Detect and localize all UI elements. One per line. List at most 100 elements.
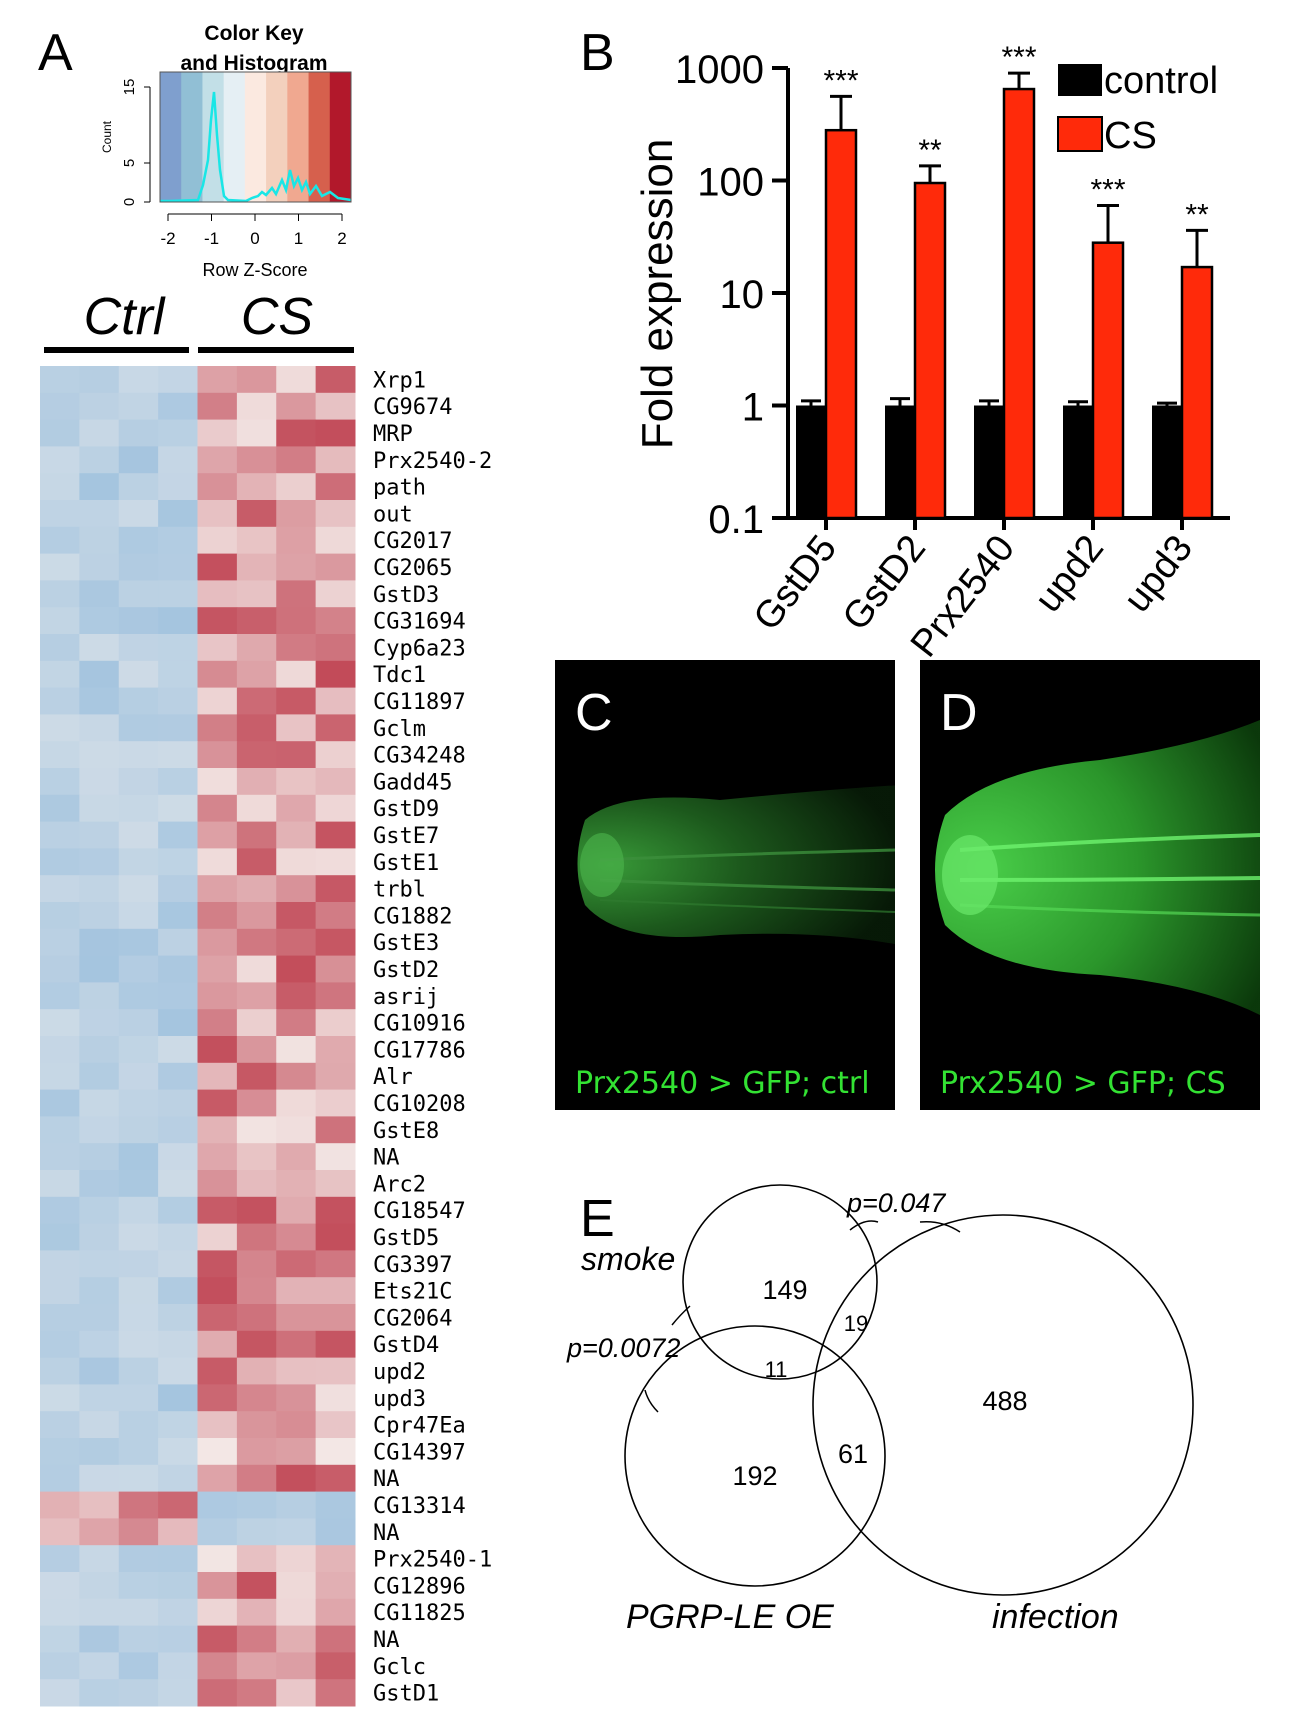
heatmap-cell — [276, 446, 317, 474]
heatmap-cell — [40, 1062, 80, 1091]
heatmap-cell — [315, 955, 356, 983]
heatmap-cell — [118, 1652, 159, 1680]
heatmap-cell — [236, 500, 277, 528]
heatmap-cell — [79, 794, 120, 823]
venn-set-label-smoke: smoke — [581, 1241, 675, 1277]
gene-label: CG2017 — [373, 529, 452, 554]
panel-d-letter: D — [940, 684, 978, 742]
heatmap-cell — [158, 714, 198, 742]
heatmap-cell — [197, 607, 238, 635]
heatmap-cell — [118, 580, 159, 608]
heatmap-cell — [197, 1196, 238, 1225]
heatmap-cell — [197, 1679, 238, 1707]
heatmap-cell — [118, 419, 159, 447]
gene-labels: Xrp1CG9674MRPPrx2540-2pathoutCG2017CG206… — [373, 368, 492, 1706]
heatmap-cell — [315, 1464, 356, 1493]
heatmap-cell — [79, 1143, 120, 1171]
heatmap-cell — [276, 1036, 317, 1064]
heatmap-cell — [40, 1625, 80, 1653]
heatmap-cell — [276, 1464, 317, 1493]
heatmap-cell — [79, 660, 120, 689]
heatmap-cell — [236, 821, 277, 849]
heatmap-cell — [315, 1116, 356, 1144]
heatmap-cell — [79, 1491, 120, 1519]
venn-count-smoke-only: 149 — [762, 1275, 807, 1305]
heatmap-cell — [236, 848, 277, 876]
heatmap-cell — [118, 1223, 159, 1251]
heatmap-cell — [197, 392, 238, 421]
heatmap-cell — [197, 580, 238, 608]
heatmap-cell — [315, 1009, 356, 1037]
heatmap-cell — [40, 848, 80, 876]
heatmap-cell — [79, 1652, 120, 1680]
heatmap-cell — [315, 1223, 356, 1251]
heatmap-cell — [197, 1518, 238, 1546]
heatmap-cell — [315, 1518, 356, 1546]
heatmap-cell — [315, 1411, 356, 1439]
heatmap-cell — [40, 794, 80, 823]
gene-label: GstD4 — [373, 1333, 439, 1358]
heatmap-cell — [315, 1062, 356, 1091]
heatmap-cell — [118, 928, 159, 957]
heatmap-cell — [276, 1196, 317, 1225]
heatmap-cell — [236, 1625, 277, 1653]
heatmap-cell — [158, 821, 198, 849]
heatmap-cell — [236, 366, 277, 394]
heatmap-cell — [79, 768, 120, 796]
heatmap-cell — [79, 446, 120, 474]
heatmap-cell — [158, 580, 198, 608]
heatmap-cell — [40, 660, 80, 689]
heatmap-cell — [315, 687, 356, 715]
gene-label: upd2 — [373, 1360, 426, 1385]
heatmap-cell — [276, 687, 317, 715]
color-key-frame — [159, 71, 352, 203]
heatmap-cell — [118, 1036, 159, 1064]
color-key-band — [266, 72, 288, 202]
heatmap-cell — [236, 473, 277, 501]
heatmap-cell — [158, 1062, 198, 1091]
heatmap-cell — [315, 446, 356, 474]
gene-label: CG17786 — [373, 1038, 466, 1063]
heatmap-cell — [158, 500, 198, 528]
heatmap-cell — [158, 955, 198, 983]
heatmap-cell — [79, 821, 120, 849]
color-key-band — [329, 72, 352, 202]
heatmap-cell — [118, 1598, 159, 1627]
heatmap-cell — [40, 1036, 80, 1064]
heatmap-cell — [276, 1116, 317, 1144]
heatmap-cell — [158, 1545, 198, 1573]
gene-label: CG3397 — [373, 1253, 452, 1278]
heatmap-cell — [40, 526, 80, 555]
heatmap-cell — [40, 1491, 80, 1519]
heatmap-cell — [118, 1196, 159, 1225]
heatmap-cell — [79, 419, 120, 447]
heatmap-cell — [40, 1411, 80, 1439]
heatmap-cell — [236, 1411, 277, 1439]
heatmap-cell — [236, 1223, 277, 1251]
heatmap-cell — [79, 928, 120, 957]
bar-control — [885, 405, 915, 518]
heatmap-cell — [118, 1116, 159, 1144]
heatmap-cell — [197, 768, 238, 796]
heatmap-cell — [118, 1518, 159, 1546]
heatmap-cell — [276, 366, 317, 394]
heatmap-cell — [315, 634, 356, 662]
heatmap-cell — [236, 526, 277, 555]
venn-p-value-smoke-pgrp: p=0.0072 — [566, 1333, 680, 1363]
chart-ytick-label: 1 — [742, 386, 764, 430]
heatmap-cell — [197, 419, 238, 447]
heatmap-cell — [79, 1330, 120, 1359]
heatmap-cell — [197, 1652, 238, 1680]
heatmap-cell — [315, 1545, 356, 1573]
heatmap-cell — [315, 1438, 356, 1466]
heatmap-cell — [236, 902, 277, 930]
heatmap-cell — [315, 500, 356, 528]
heatmap-cell — [276, 768, 317, 796]
heatmap-cell — [197, 473, 238, 501]
heatmap-cell — [40, 1089, 80, 1117]
heatmap-cell — [276, 1250, 317, 1278]
heatmap-cell — [40, 821, 80, 849]
heatmap-cell — [276, 982, 317, 1010]
